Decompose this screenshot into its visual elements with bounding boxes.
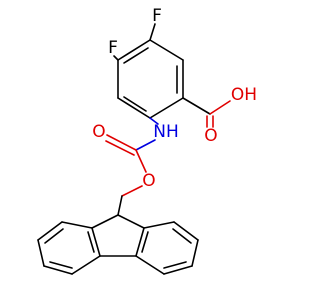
bond: [91, 227, 101, 257]
bond: [117, 195, 123, 216]
bond: [149, 23, 156, 41]
bond: [135, 139, 156, 151]
bond: [113, 55, 119, 61]
bond: [141, 231, 149, 253]
bond: [149, 97, 184, 119]
bond: [87, 231, 95, 253]
bond: [123, 96, 147, 112]
bond: [172, 228, 192, 244]
bond: [117, 214, 145, 229]
atom-label: F: [108, 38, 118, 58]
atom-label: OH: [231, 85, 257, 105]
atom-label: O: [92, 122, 105, 142]
bond: [135, 255, 165, 275]
bond: [135, 227, 145, 257]
bond: [149, 117, 159, 125]
bonds: [37, 23, 231, 275]
atom-label: O: [204, 126, 217, 146]
molecule-diagram: F F OH O NH O O: [37, 6, 257, 275]
bond: [91, 214, 119, 229]
bond: [173, 221, 199, 241]
bond: [71, 255, 101, 275]
bond: [143, 221, 175, 229]
bond: [106, 134, 137, 151]
bond: [149, 39, 184, 61]
bond: [209, 100, 231, 115]
bond: [163, 265, 193, 275]
bond: [135, 149, 147, 173]
bond: [123, 47, 149, 64]
bond: [182, 97, 211, 115]
bond: [61, 221, 93, 229]
bond: [43, 265, 73, 275]
bond: [49, 261, 73, 269]
bond: [44, 228, 64, 244]
bond: [163, 261, 187, 269]
bond: [117, 39, 151, 61]
bond: [117, 97, 151, 119]
bond: [121, 185, 143, 197]
atom-label: F: [152, 6, 162, 26]
atom-label: NH: [153, 122, 179, 142]
bond: [191, 239, 199, 267]
bond: [105, 140, 135, 156]
bond: [37, 221, 63, 241]
bond: [37, 239, 45, 267]
atom-label: O: [142, 171, 155, 191]
